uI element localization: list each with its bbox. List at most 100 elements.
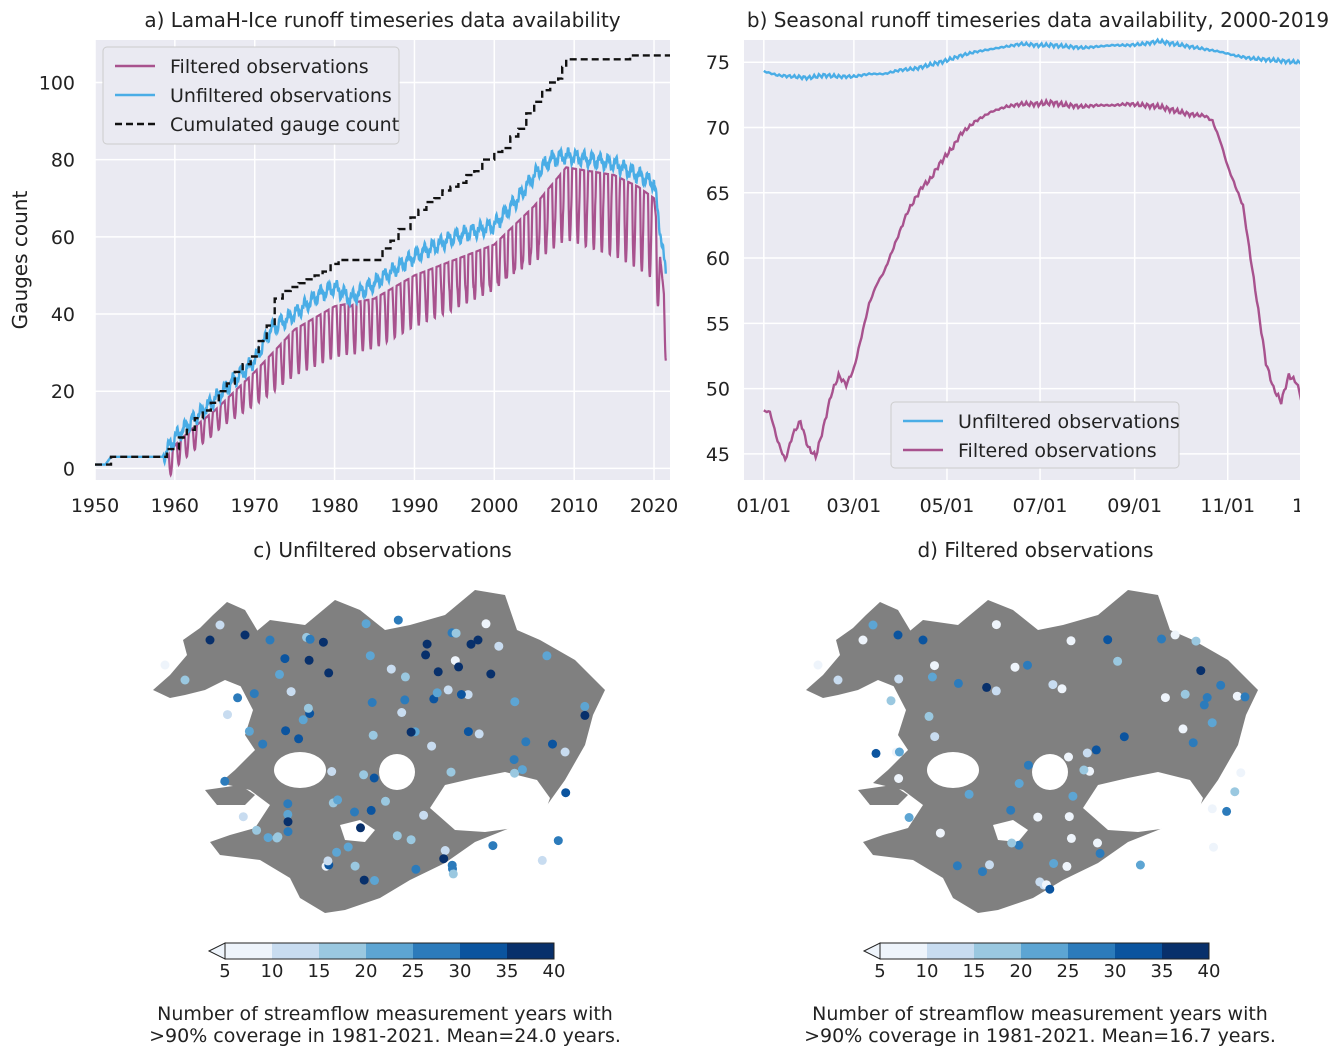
gauge-dot [447, 860, 457, 870]
x-tick-label: 2010 [550, 495, 598, 517]
gauge-dot [249, 689, 259, 699]
gauge-dot [1014, 779, 1024, 788]
gauge-dot [1170, 630, 1180, 640]
gauge-dot [223, 710, 232, 720]
gauge-dot [359, 770, 369, 780]
gauge-dot [1199, 700, 1209, 710]
colorbar-ticks: 5 10 15 20 25 30 35 40 [219, 961, 565, 980]
iceland-landmass [806, 590, 1258, 913]
gauge-dot [1045, 884, 1055, 894]
gauge-dot [421, 650, 431, 660]
hofsjokull-glacier [1032, 754, 1068, 790]
snaefellsnes-land [205, 785, 255, 805]
westfjords-land [153, 602, 270, 698]
legend-box [890, 401, 1180, 469]
gauge-dot [332, 847, 342, 857]
gauge-dot [393, 615, 403, 625]
colorbar-cell [880, 943, 928, 959]
gauge-dot [422, 639, 432, 649]
gauge-dot [283, 809, 293, 819]
gauge-dot [488, 841, 498, 851]
gauge-dot [432, 688, 442, 698]
series-filtered-line [763, 97, 1300, 463]
colorbar-tick-label: 20 [1010, 961, 1033, 980]
gauge-dot [443, 685, 453, 695]
gauge-dot [1103, 635, 1113, 645]
gauge-dot [305, 634, 315, 644]
gauge-dot [871, 748, 881, 758]
colorbar-tick-label: 35 [1151, 961, 1174, 980]
colorbar-tick-label: 15 [963, 961, 986, 980]
gauge-dot [1023, 660, 1032, 670]
gauge-dot [333, 795, 343, 805]
gauge-dot [1119, 732, 1129, 742]
gauge-dot [481, 619, 491, 629]
legend-filtered-label: Filtered observations [958, 440, 1157, 462]
gauge-dot [991, 620, 1001, 630]
y-tick-label: 55 [706, 313, 730, 335]
gauge-dot [433, 667, 443, 677]
gauge-dot [323, 856, 333, 866]
x-tick-label: 05/01 [920, 495, 975, 517]
caption-line-1: Number of streamflow measurement years w… [812, 1003, 1268, 1025]
gauge-dot [370, 876, 379, 885]
colorbar-cell [319, 943, 367, 959]
gauge-dot [1191, 636, 1201, 646]
gauge-dot [978, 867, 987, 877]
gauge-dot [486, 669, 496, 679]
y-tick-label: 70 [706, 117, 730, 139]
colorbar-tick-label: 15 [308, 961, 331, 980]
gauge-dot [553, 836, 563, 846]
gauge-dot [964, 789, 974, 799]
colorbar-cell [1021, 943, 1069, 959]
gauge-dot [474, 729, 484, 739]
gauge-dot [1049, 859, 1059, 868]
gauge-dot [991, 686, 1001, 696]
gauge-dot [1079, 765, 1089, 775]
langjokull-glacier [927, 752, 979, 788]
gauge-dot [400, 672, 410, 682]
gauge-dot [1188, 738, 1198, 748]
gauge-dot [494, 641, 504, 651]
vatnajokull-glacier [1083, 772, 1203, 832]
gauge-dot [1209, 842, 1218, 852]
gauge-dot [1230, 787, 1240, 797]
gauge-dot [244, 726, 254, 736]
gauge-dot [953, 678, 963, 688]
gauge-dot [324, 668, 334, 678]
gauge-dot [1180, 689, 1190, 699]
gauge-dot [392, 831, 402, 841]
colorbar-tick-label: 20 [355, 961, 378, 980]
x-tick-label: 07/01 [1013, 495, 1068, 517]
x-tick-label: 2020 [630, 495, 678, 517]
panel-b-title: b) Seasonal runoff timeseries data avail… [746, 8, 1330, 32]
gauge-dot [205, 635, 215, 645]
gauge-dot [510, 768, 519, 778]
gauge-dot [359, 875, 369, 885]
gauge-dot [927, 672, 937, 682]
gauge-dot [439, 854, 449, 864]
gauge-dot [463, 727, 473, 737]
gauge-dot [265, 635, 275, 645]
panel-c-title: c) Unfiltered observations [253, 538, 512, 562]
iceland-landmass [153, 590, 605, 913]
panel-d-title: d) Filtered observations [917, 538, 1154, 562]
gauge-dot [440, 846, 450, 855]
colorbar-cell [413, 943, 461, 959]
gauge-dot [318, 637, 328, 647]
gauge-dot [258, 739, 268, 749]
panel-b-legend: Unfiltered observations Filtered observa… [890, 401, 1180, 469]
gauge-dot [982, 682, 992, 692]
gauge-dot [473, 635, 483, 645]
gauge-dot [369, 773, 379, 783]
colorbar-cells [879, 942, 1210, 960]
panel-b-chart: 01/01 03/01 05/01 07/01 09/01 11/01 12/31 45 50 5… [706, 37, 1300, 517]
gauge-dot [1196, 666, 1206, 676]
gauge-dot [400, 695, 410, 705]
x-tick-label: 1950 [71, 495, 119, 517]
gauge-dot [286, 687, 296, 697]
caption-line-2: >90% coverage in 1981-2021. Mean=24.0 ye… [149, 1025, 621, 1047]
colorbar-tick-label: 10 [916, 961, 939, 980]
gauge-dot [1066, 833, 1076, 843]
gauge-dot [180, 675, 190, 685]
